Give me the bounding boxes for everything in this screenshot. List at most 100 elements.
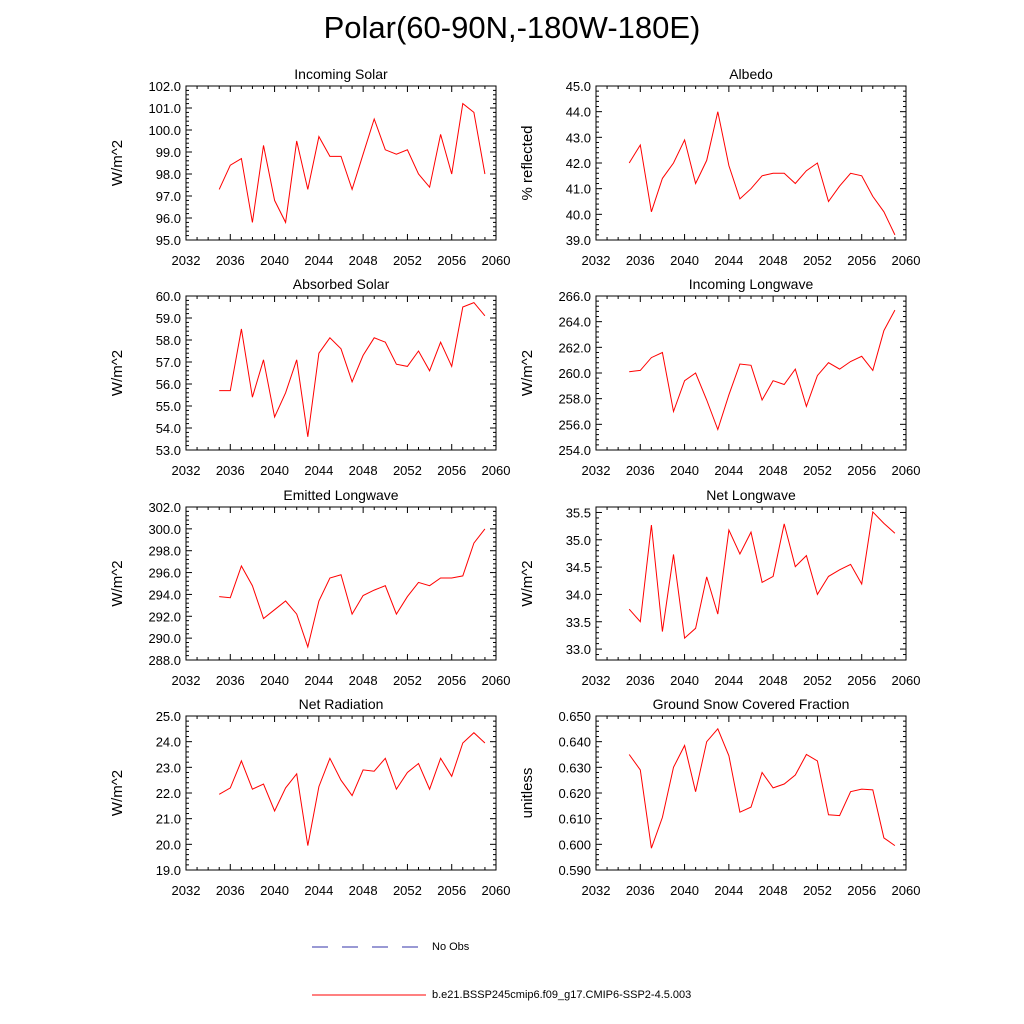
panel-6-ytick-label: 33.5 (566, 615, 591, 630)
panel-7-xtick-label: 2032 (172, 883, 201, 898)
panel-1-xtick-label: 2040 (260, 253, 289, 268)
panel-6-xtick-label: 2044 (714, 673, 743, 688)
panel-3-xtick-label: 2032 (172, 463, 201, 478)
panel-1-ytick-label: 95.0 (156, 233, 181, 248)
panel-2-ytick-label: 41.0 (566, 182, 591, 197)
panel-1-ytick-label: 97.0 (156, 189, 181, 204)
panel-4-ytick-label: 264.0 (558, 315, 591, 330)
panel-1-xtick-label: 2060 (482, 253, 511, 268)
panel-7-frame (185, 715, 497, 871)
panel-4-ytick-label: 266.0 (558, 289, 591, 304)
panel-5-ytick-label: 292.0 (148, 609, 181, 624)
panel-6-ytick-label: 35.5 (566, 505, 591, 520)
panel-4-ytick-label: 260.0 (558, 366, 591, 381)
panel-2-ytick-label: 39.0 (566, 233, 591, 248)
panel-4-title: Incoming Longwave (689, 276, 814, 292)
panel-5-ytick-label: 300.0 (148, 522, 181, 537)
panel-3-xtick-label: 2044 (304, 463, 333, 478)
panel-8-xtick-label: 2036 (626, 883, 655, 898)
panel-4-xtick-label: 2040 (670, 463, 699, 478)
panel-1-frame (185, 85, 497, 241)
panel-3-xtick-label: 2052 (393, 463, 422, 478)
panel-6-xtick-label: 2036 (626, 673, 655, 688)
panel-2-series-line (628, 111, 896, 236)
panel-5-ytick-label: 290.0 (148, 631, 181, 646)
panel-1-ytick-label: 99.0 (156, 145, 181, 160)
panel-6-ytick-label: 33.0 (566, 642, 591, 657)
panel-4-xtick-label: 2048 (759, 463, 788, 478)
panel-1-xtick-label: 2052 (393, 253, 422, 268)
panel-3-ytick-label: 53.0 (156, 443, 181, 458)
panel-3-series-line (219, 302, 486, 437)
panel-5-ytick-label: 296.0 (148, 566, 181, 581)
panel-4-ytick-label: 256.0 (558, 417, 591, 432)
panel-5-xtick-label: 2052 (393, 673, 422, 688)
panel-6-xtick-label: 2040 (670, 673, 699, 688)
panel-4-xtick-label: 2036 (626, 463, 655, 478)
panel-2-ytick-label: 42.0 (566, 156, 591, 171)
panel-7-ytick-label: 23.0 (156, 760, 181, 775)
panel-4-xtick-label: 2052 (803, 463, 832, 478)
panel-8-ytick-label: 0.640 (558, 735, 591, 750)
panel-7-xtick-label: 2044 (304, 883, 333, 898)
panel-6-ytick-label: 34.5 (566, 560, 591, 575)
panel-1-ytick-label: 96.0 (156, 211, 181, 226)
panel-7-xtick-label: 2060 (482, 883, 511, 898)
legend-obs-label: No Obs (432, 941, 470, 953)
panel-1-ylabel: W/m^2 (109, 140, 126, 186)
panel-5-xtick-label: 2056 (437, 673, 466, 688)
panel-8-ytick-label: 0.590 (558, 863, 591, 878)
panel-1-ytick-label: 102.0 (148, 79, 181, 94)
panel-4-frame (595, 295, 907, 451)
panel-8-xtick-label: 2040 (670, 883, 699, 898)
panel-7-ytick-label: 24.0 (156, 735, 181, 750)
panel-7-xtick-label: 2040 (260, 883, 289, 898)
panel-5-ylabel: W/m^2 (109, 560, 126, 606)
panel-8-frame (595, 715, 907, 871)
panel-4-ytick-label: 262.0 (558, 340, 591, 355)
panel-1-xtick-label: 2048 (349, 253, 378, 268)
panel-8-title: Ground Snow Covered Fraction (653, 696, 850, 712)
panel-3-ylabel: W/m^2 (109, 350, 126, 396)
panel-8-xtick-label: 2056 (847, 883, 876, 898)
panel-3-ytick-label: 54.0 (156, 421, 181, 436)
panel-7-xtick-label: 2048 (349, 883, 378, 898)
panel-3-xtick-label: 2040 (260, 463, 289, 478)
panel-5-ytick-label: 288.0 (148, 653, 181, 668)
panel-2-ytick-label: 45.0 (566, 79, 591, 94)
panel-7-ytick-label: 22.0 (156, 786, 181, 801)
panel-6-xtick-label: 2056 (847, 673, 876, 688)
panel-1-ytick-label: 100.0 (148, 123, 181, 138)
panel-8-xtick-label: 2048 (759, 883, 788, 898)
panel-4-xtick-label: 2032 (582, 463, 611, 478)
panel-1-ytick-label: 98.0 (156, 167, 181, 182)
panel-8-xtick-label: 2060 (892, 883, 921, 898)
panel-2-xtick-label: 2036 (626, 253, 655, 268)
panel-5-ytick-label: 294.0 (148, 587, 181, 602)
panel-1-xtick-label: 2032 (172, 253, 201, 268)
panel-7-xtick-label: 2036 (216, 883, 245, 898)
panel-4-ytick-label: 258.0 (558, 392, 591, 407)
panel-8-xtick-label: 2044 (714, 883, 743, 898)
panel-3-ytick-label: 58.0 (156, 333, 181, 348)
panel-3-xtick-label: 2036 (216, 463, 245, 478)
panel-2-title: Albedo (729, 66, 773, 82)
panel-3-ytick-label: 60.0 (156, 289, 181, 304)
panel-7-series-line (218, 732, 486, 846)
panel-6-xtick-label: 2052 (803, 673, 832, 688)
panel-5-xtick-label: 2036 (216, 673, 245, 688)
panel-5-frame (185, 506, 497, 661)
panel-5-ytick-label: 302.0 (148, 500, 181, 515)
panel-3-ytick-label: 55.0 (156, 399, 181, 414)
panel-2-ytick-label: 44.0 (566, 105, 591, 120)
panel-4-xtick-label: 2044 (714, 463, 743, 478)
panel-6-ylabel: W/m^2 (519, 560, 536, 606)
panel-6-xtick-label: 2060 (892, 673, 921, 688)
panel-8-ytick-label: 0.630 (558, 760, 591, 775)
panel-8-ytick-label: 0.610 (558, 812, 591, 827)
panel-2-xtick-label: 2052 (803, 253, 832, 268)
panel-3-xtick-label: 2060 (482, 463, 511, 478)
panel-5-xtick-label: 2032 (172, 673, 201, 688)
panel-5-xtick-label: 2040 (260, 673, 289, 688)
panel-7-title: Net Radiation (299, 696, 384, 712)
